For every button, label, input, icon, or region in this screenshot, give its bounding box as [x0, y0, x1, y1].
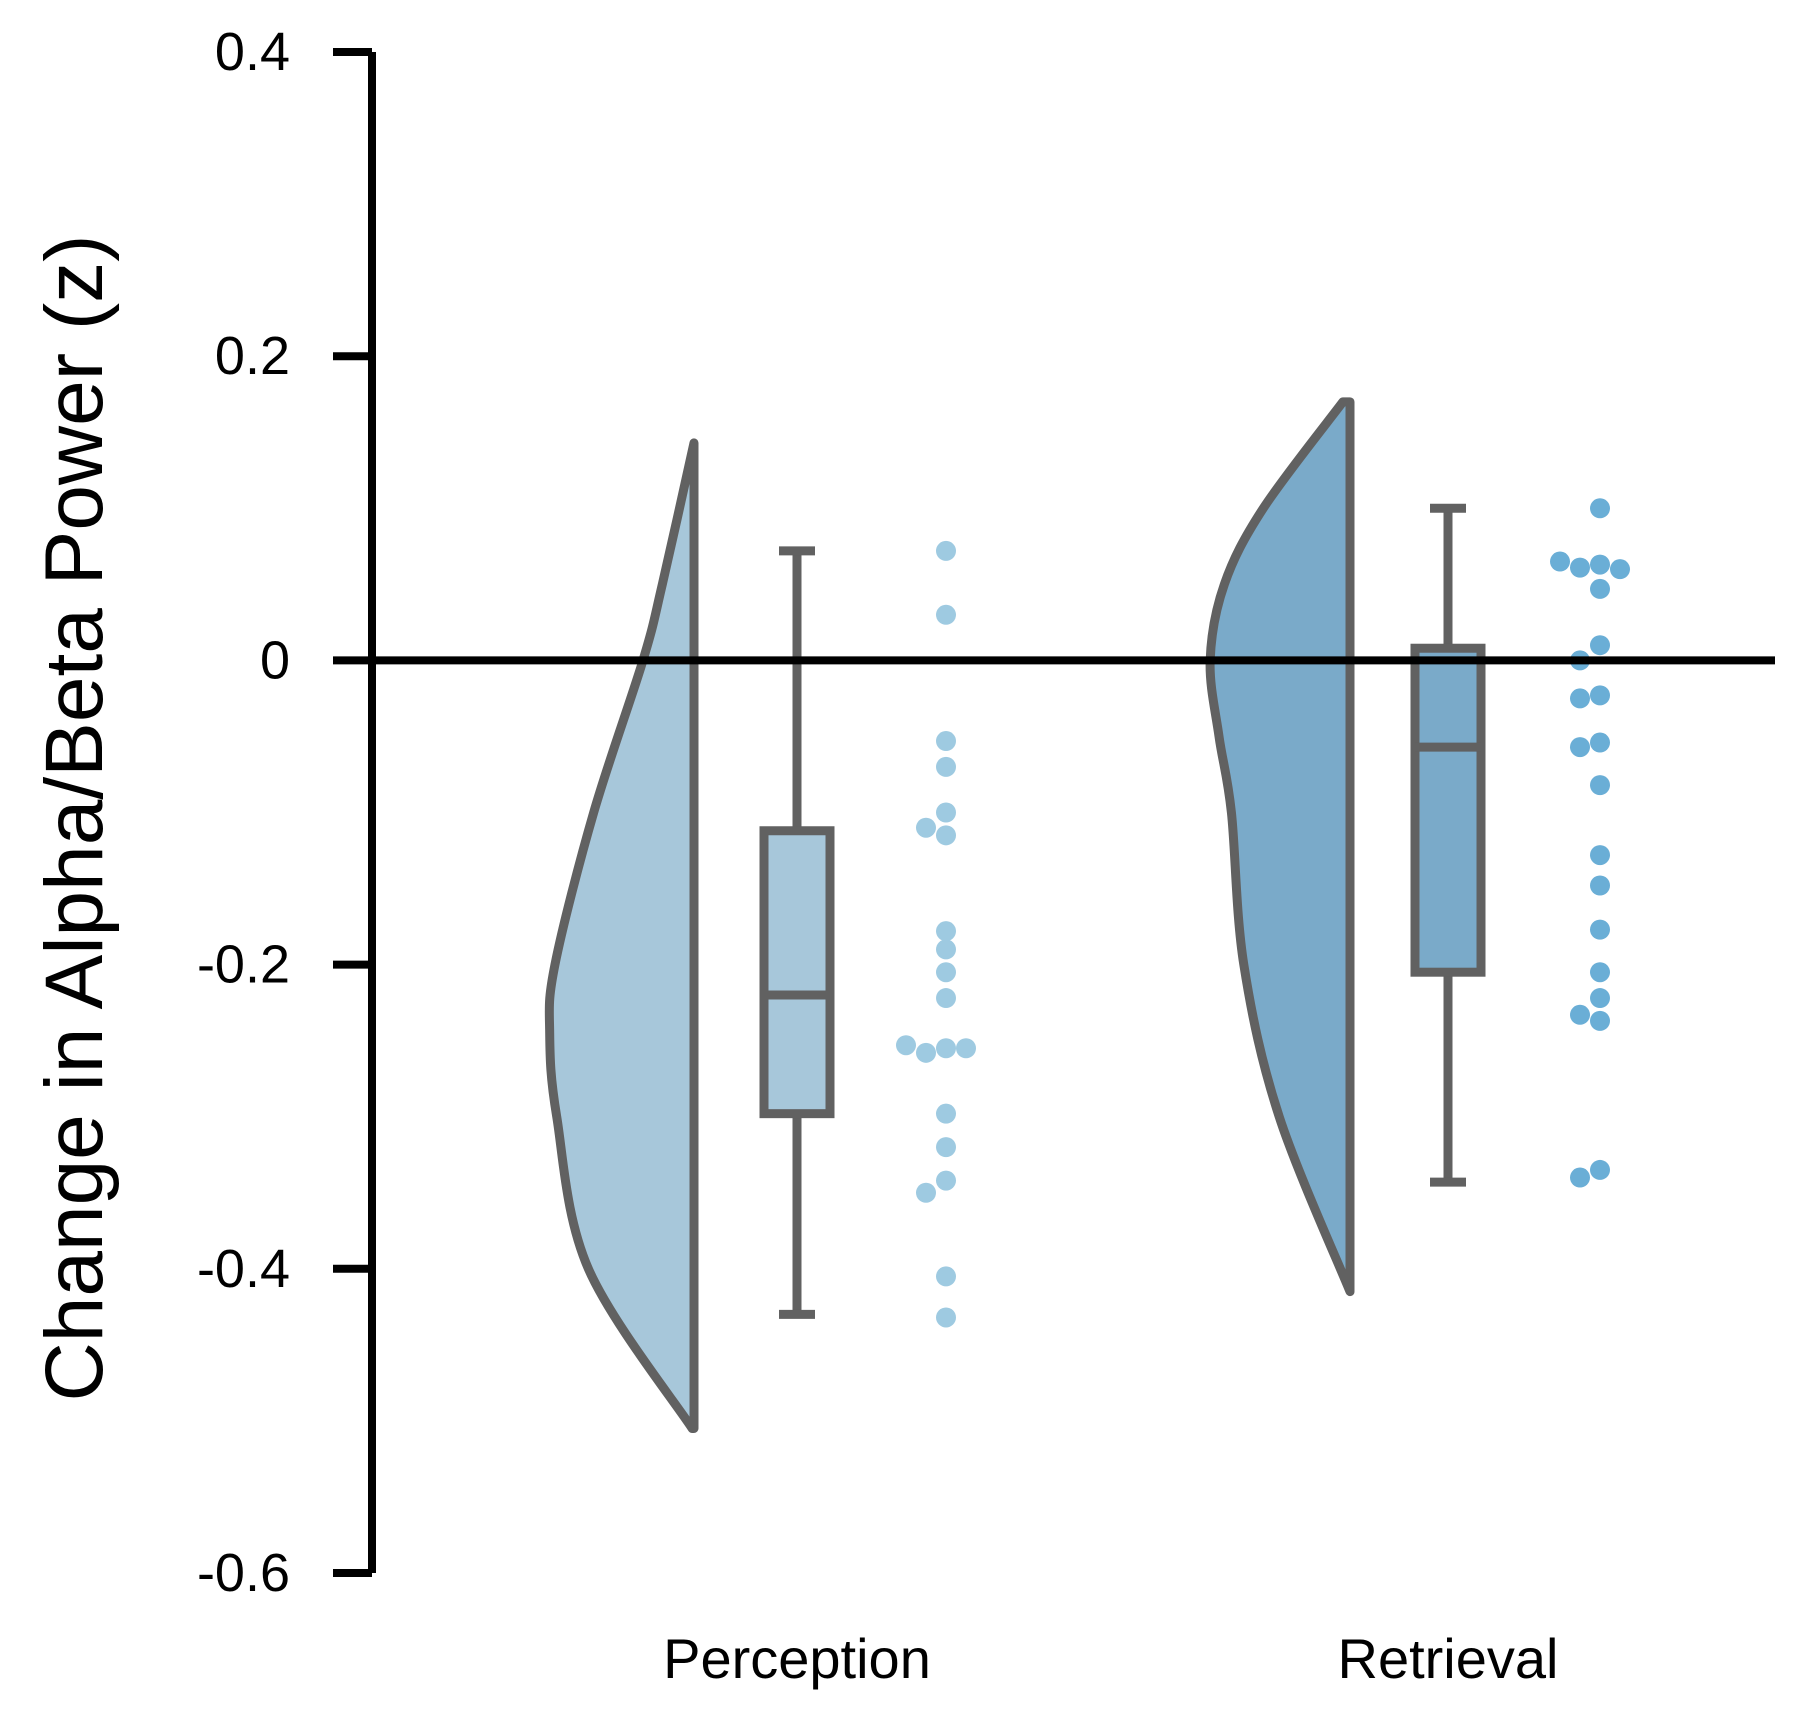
data-point: [1590, 554, 1610, 575]
data-point: [936, 756, 956, 777]
category-label-retrieval: Retrieval: [1338, 1627, 1559, 1690]
data-point: [1590, 775, 1610, 796]
data-point: [1590, 919, 1610, 940]
data-point: [936, 731, 956, 752]
y-tick-label: -0.2: [197, 935, 290, 995]
data-point: [1590, 498, 1610, 519]
data-point: [916, 1042, 936, 1063]
data-point: [936, 921, 956, 942]
data-point: [1590, 635, 1610, 656]
data-point: [896, 1035, 916, 1056]
data-point: [1570, 688, 1590, 709]
data-point: [916, 1182, 936, 1203]
data-point: [936, 604, 956, 625]
category-label-perception: Perception: [663, 1627, 931, 1690]
data-point: [1590, 845, 1610, 866]
density-cloud-perception: [544, 438, 699, 1434]
data-point: [1570, 1004, 1590, 1025]
data-point: [936, 962, 956, 983]
data-point: [1610, 559, 1630, 580]
y-tick-label: -0.4: [197, 1239, 290, 1299]
data-point: [936, 1307, 956, 1328]
data-point: [1590, 1010, 1610, 1031]
data-point: [1570, 737, 1590, 758]
data-point: [1590, 685, 1610, 706]
interquartile-box: [759, 826, 835, 1119]
raw-data-points: [896, 498, 1630, 1328]
data-point: [1570, 1167, 1590, 1188]
data-point: [936, 1103, 956, 1124]
data-point: [1590, 875, 1610, 896]
data-point: [936, 939, 956, 960]
interquartile-box: [1410, 643, 1486, 977]
y-tick-label: -0.6: [197, 1543, 290, 1603]
data-point: [936, 1170, 956, 1191]
data-point: [936, 802, 956, 823]
category-labels: Perception Retrieval: [663, 1627, 1558, 1690]
density-clouds: [544, 397, 1355, 1434]
data-point: [1590, 988, 1610, 1009]
data-point: [1590, 962, 1610, 983]
box-plots: [759, 503, 1486, 1319]
y-tick-label: 0.2: [215, 326, 290, 386]
data-point: [936, 540, 956, 561]
box-plot-perception: [759, 546, 835, 1319]
data-point: [936, 825, 956, 846]
box-plot-retrieval: [1410, 503, 1486, 1187]
data-point: [916, 817, 936, 838]
density-cloud-retrieval: [1205, 397, 1355, 1297]
data-point: [936, 1137, 956, 1158]
data-point: [1590, 1159, 1610, 1180]
data-point: [936, 1038, 956, 1059]
data-point: [936, 1266, 956, 1287]
data-point: [936, 988, 956, 1009]
data-point: [1570, 557, 1590, 578]
data-point: [956, 1038, 976, 1059]
y-axis-ticks: 0.4 0.2 0 -0.2 -0.4 -0.6: [197, 22, 372, 1603]
data-point: [1550, 551, 1570, 572]
data-point: [1590, 732, 1610, 753]
y-axis-title: Change in Alpha/Beta Power (z): [29, 235, 120, 1402]
y-tick-label: 0.4: [215, 22, 290, 82]
y-tick-label: 0: [260, 630, 290, 690]
data-point: [1590, 578, 1610, 599]
